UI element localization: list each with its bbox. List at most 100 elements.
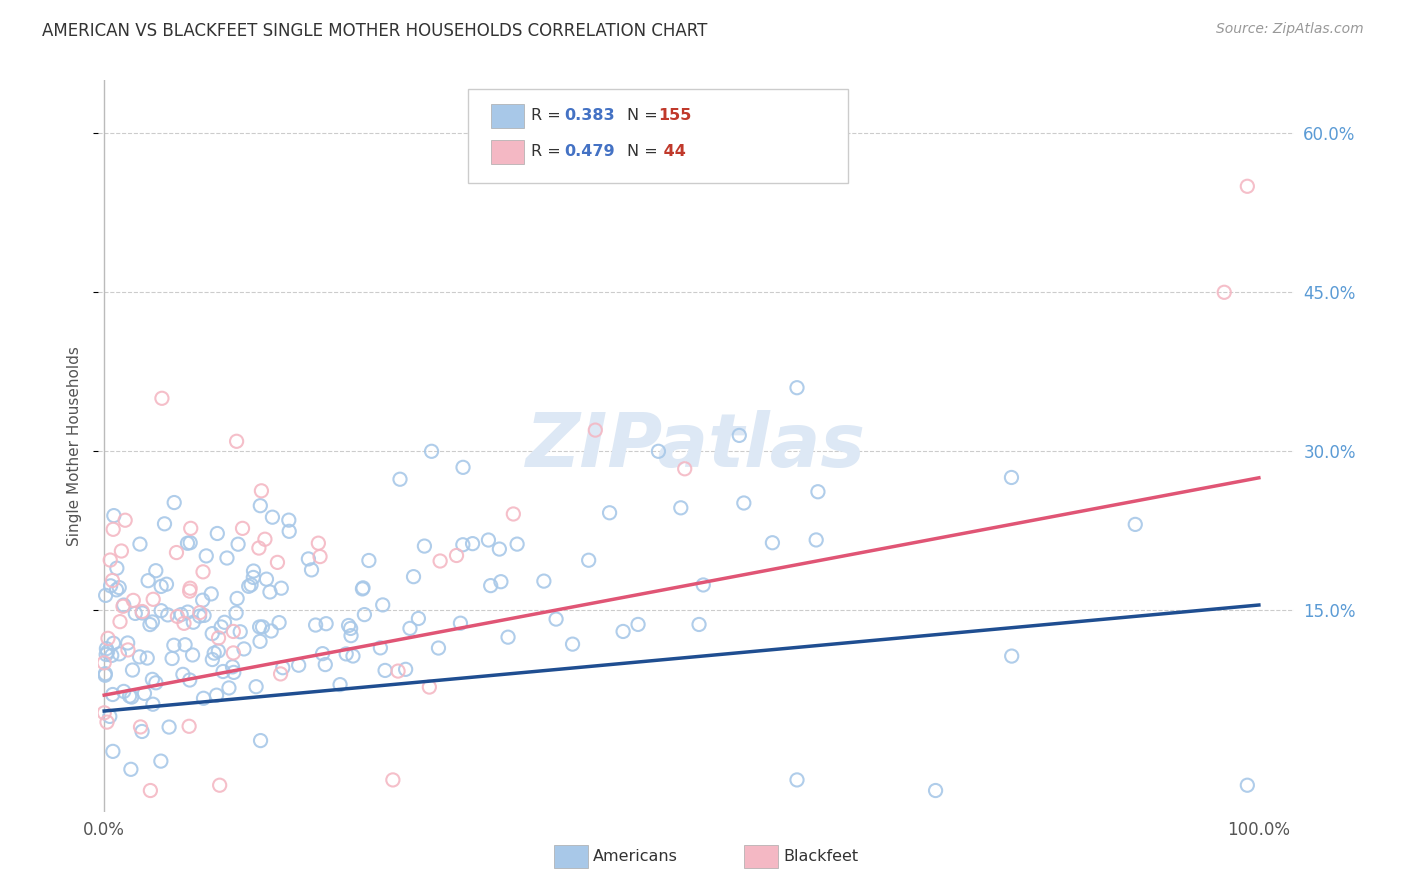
Point: [262, 510, 284, 524]
Point: [578, 553, 600, 567]
Point: [145, 675, 167, 690]
Point: [142, 697, 165, 711]
Point: [761, 535, 783, 549]
Point: [247, 541, 270, 555]
Point: [599, 506, 621, 520]
Point: [221, 660, 243, 674]
Point: [103, 636, 125, 650]
Point: [128, 649, 150, 664]
Point: [329, 677, 352, 691]
Point: [201, 652, 224, 666]
Point: [117, 643, 139, 657]
Point: [388, 472, 411, 486]
Point: [111, 599, 134, 614]
Point: [256, 572, 278, 586]
Point: [166, 609, 188, 624]
Point: [786, 381, 808, 395]
Point: [110, 544, 132, 558]
Point: [163, 638, 186, 652]
Point: [242, 570, 264, 584]
Point: [479, 579, 502, 593]
Text: Blackfeet: Blackfeet: [783, 849, 858, 863]
Point: [121, 690, 143, 704]
Point: [337, 618, 360, 632]
Point: [96, 641, 118, 656]
Text: R =: R =: [531, 145, 567, 159]
Point: [413, 539, 436, 553]
Point: [583, 423, 606, 437]
Point: [277, 513, 299, 527]
Point: [242, 564, 264, 578]
Point: [131, 606, 153, 620]
Point: [149, 754, 172, 768]
Point: [304, 618, 326, 632]
Point: [260, 624, 283, 638]
Point: [179, 719, 201, 733]
Point: [93, 706, 115, 720]
Point: [142, 592, 165, 607]
Point: [209, 620, 232, 634]
Point: [287, 658, 309, 673]
Point: [141, 615, 163, 629]
Point: [270, 667, 292, 681]
Point: [370, 640, 392, 655]
Point: [112, 598, 135, 612]
Point: [253, 533, 276, 547]
Point: [297, 552, 319, 566]
Point: [231, 521, 253, 535]
Point: [155, 577, 177, 591]
Point: [688, 617, 710, 632]
Text: Source: ZipAtlas.com: Source: ZipAtlas.com: [1216, 22, 1364, 37]
Point: [101, 574, 124, 588]
Point: [533, 574, 555, 588]
Point: [98, 553, 121, 567]
Point: [207, 631, 229, 645]
Point: [240, 578, 263, 592]
Point: [238, 579, 260, 593]
Point: [145, 564, 167, 578]
Point: [395, 662, 418, 676]
Point: [96, 715, 118, 730]
Point: [191, 565, 214, 579]
Point: [250, 483, 273, 498]
Point: [446, 549, 468, 563]
Point: [692, 578, 714, 592]
Point: [98, 709, 121, 723]
Point: [153, 516, 176, 531]
Point: [193, 608, 215, 623]
Point: [924, 783, 946, 797]
Text: AMERICAN VS BLACKFEET SINGLE MOTHER HOUSEHOLDS CORRELATION CHART: AMERICAN VS BLACKFEET SINGLE MOTHER HOUS…: [42, 22, 707, 40]
Point: [342, 648, 364, 663]
Point: [307, 536, 329, 550]
Point: [340, 629, 363, 643]
Text: 0.479: 0.479: [564, 145, 614, 159]
Point: [733, 496, 755, 510]
Point: [269, 615, 291, 630]
Point: [105, 561, 128, 575]
Point: [226, 591, 249, 606]
Point: [233, 641, 256, 656]
Point: [177, 605, 200, 619]
Point: [806, 533, 828, 547]
Point: [108, 581, 131, 595]
Point: [97, 632, 120, 646]
Point: [314, 657, 336, 672]
Point: [129, 720, 152, 734]
Point: [131, 724, 153, 739]
Point: [259, 585, 281, 599]
Point: [728, 428, 751, 442]
Point: [353, 607, 375, 622]
Point: [103, 508, 125, 523]
Point: [172, 667, 194, 681]
Point: [1001, 649, 1024, 664]
Point: [489, 574, 512, 589]
Point: [252, 620, 274, 634]
Point: [201, 626, 224, 640]
Point: [103, 522, 125, 536]
Point: [315, 616, 337, 631]
Point: [166, 545, 188, 559]
Point: [136, 574, 159, 588]
Point: [245, 680, 267, 694]
Point: [173, 616, 195, 631]
Text: R =: R =: [531, 109, 567, 123]
